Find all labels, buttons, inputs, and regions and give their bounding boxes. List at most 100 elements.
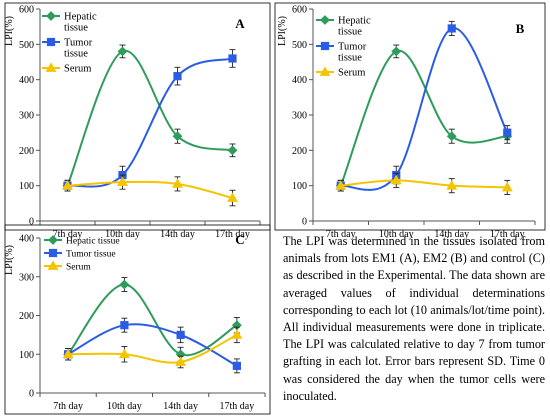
legend-marker <box>320 41 330 51</box>
legend-label: Serum <box>64 64 91 75</box>
series-line <box>67 57 233 188</box>
panel-label: C <box>235 232 244 247</box>
data-point <box>503 128 512 137</box>
x-tick-label: 14th day <box>434 229 469 240</box>
data-point <box>62 348 74 359</box>
y-tick-label: 100 <box>292 181 307 192</box>
chart-panel-c: 0 100 200 300 400 7th day 10th day 14th day 17th… <box>4 224 271 415</box>
data-point <box>446 131 457 142</box>
data-point <box>120 321 129 330</box>
x-tick-label: 7th day <box>326 229 356 240</box>
x-tick-label: 17th day <box>490 229 525 240</box>
data-point <box>117 46 128 57</box>
y-tick-label: 600 <box>292 5 307 16</box>
x-tick-label: 17th day <box>220 401 255 412</box>
panel-label: A <box>235 16 245 31</box>
figure-caption: The LPI was determined in the tissues is… <box>283 234 545 403</box>
series-line <box>66 49 233 187</box>
panel-label: B <box>516 21 525 36</box>
x-tick-label: 7th day <box>53 229 83 240</box>
data-point <box>62 180 73 190</box>
y-tick-label: 400 <box>19 234 34 245</box>
legend-marker <box>48 248 58 258</box>
data-point <box>446 180 458 190</box>
series-line <box>340 27 509 191</box>
legend-item: Tumor tissue <box>42 38 93 60</box>
legend-item: Serum <box>44 260 91 273</box>
data-point <box>228 54 237 63</box>
series-serum <box>335 172 513 195</box>
series-line <box>340 179 508 189</box>
series-line <box>67 283 238 357</box>
series-serum <box>62 326 243 369</box>
legend-marker <box>48 235 58 245</box>
legend-label: Serum <box>338 68 365 79</box>
series-tumor-tissue <box>64 317 241 374</box>
data-point <box>232 361 241 370</box>
data-point <box>501 181 513 192</box>
legend-item: Hepatic tissue <box>316 15 371 38</box>
legend-marker <box>320 15 330 25</box>
y-tick-label: 500 <box>292 40 307 51</box>
legend-label: Hepatic tissue <box>64 12 97 34</box>
y-tick-label: 0 <box>29 389 34 400</box>
y-tick-label: 200 <box>292 146 307 157</box>
legend-label: Tumor tissue <box>338 42 367 64</box>
legend-item: Hepatic tissue <box>44 235 120 247</box>
y-tick-label: 0 <box>29 217 34 228</box>
x-tick-label: 10th day <box>105 229 140 240</box>
x-tick-label: 17th day <box>215 229 250 240</box>
data-point <box>391 46 402 57</box>
x-tick-label: 7th day <box>53 401 83 412</box>
series-line <box>68 333 238 364</box>
legend-marker <box>46 37 56 47</box>
data-point <box>227 192 238 202</box>
x-tick-label: 10th day <box>107 401 142 412</box>
data-point <box>172 131 183 142</box>
series-line <box>339 50 508 187</box>
x-tick-label: 14th day <box>160 229 195 240</box>
legend-label: Tumor tissue <box>66 250 116 260</box>
legend-item: Serum <box>42 62 91 75</box>
chart-panel-a: 0 100 200 300 400 500 600 7th day 10th day 14th d… <box>4 2 271 240</box>
legend-item: Tumor tissue <box>316 42 367 64</box>
panel-frame <box>4 224 271 415</box>
chart-panel-b: 0 100 200 300 400 500 600 7th day 10th day 14th d… <box>274 2 546 240</box>
y-tick-label: 600 <box>19 5 34 16</box>
data-point <box>173 72 182 81</box>
x-tick-label: 14th day <box>163 401 198 412</box>
panel-frame <box>4 2 271 231</box>
data-point <box>172 178 183 188</box>
legend-label: Tumor tissue <box>64 38 93 60</box>
y-tick-label: 200 <box>19 311 34 322</box>
y-tick-label: 300 <box>19 111 34 122</box>
y-tick-label: 200 <box>19 146 34 157</box>
y-tick-label: 100 <box>19 350 34 361</box>
data-point <box>335 180 347 190</box>
data-point <box>119 279 130 290</box>
x-tick-label: 10th day <box>379 229 414 240</box>
data-point <box>175 356 187 366</box>
series-serum <box>62 174 238 207</box>
legend-marker <box>46 11 56 21</box>
y-axis-label: LPI(%) <box>277 16 288 46</box>
legend-item: Serum <box>316 66 365 79</box>
data-point <box>176 330 185 339</box>
legend-item: Hepatic tissue <box>42 11 97 34</box>
legend-marker <box>47 260 59 270</box>
data-point <box>447 24 456 33</box>
series-line <box>67 180 233 200</box>
data-point <box>231 329 243 339</box>
legend-item: Tumor tissue <box>44 248 116 260</box>
y-axis-label: LPI(%) <box>4 245 15 275</box>
legend-label: Hepatic tissue <box>338 16 371 38</box>
y-tick-label: 400 <box>19 75 34 86</box>
data-point <box>118 348 130 359</box>
y-tick-label: 300 <box>19 272 34 283</box>
y-tick-label: 500 <box>19 40 34 51</box>
y-axis-label: LPI(%) <box>4 16 15 46</box>
y-tick-label: 300 <box>292 111 307 122</box>
legend-marker <box>319 66 331 76</box>
legend-label: Hepatic tissue <box>66 237 120 247</box>
